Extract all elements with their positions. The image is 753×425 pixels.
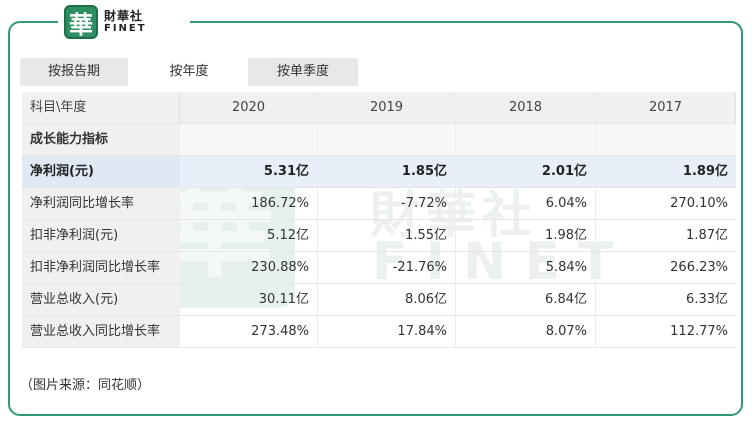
- value-cell: 1.87亿: [686, 228, 728, 243]
- empty-cell: [456, 124, 596, 155]
- value-cell: 6.04%: [456, 188, 596, 219]
- value-cell: 5.12亿: [180, 220, 318, 251]
- value-cell: 1.85亿: [318, 156, 456, 187]
- value-cell: 17.84%: [318, 316, 456, 347]
- value-cell: 6.33亿: [686, 292, 728, 307]
- empty-cell: [318, 124, 456, 155]
- value-cell: -7.72%: [318, 188, 456, 219]
- period-tabs: 按报告期 按年度 按单季度: [20, 58, 358, 86]
- value-cell: 186.72%: [180, 188, 318, 219]
- header-year-2018: 2018: [456, 92, 596, 123]
- value-cell: 5.84%: [456, 252, 596, 283]
- value-cell: 266.23%: [670, 260, 728, 275]
- row-label: 净利润(元): [22, 156, 180, 187]
- section-title: 成长能力指标: [22, 124, 180, 155]
- row-label: 营业总收入(元): [22, 284, 180, 315]
- tab-by-quarter[interactable]: 按单季度: [248, 58, 358, 86]
- content-frame: [8, 21, 743, 416]
- finet-logo: 華 財華社 FINET: [58, 2, 190, 42]
- section-row: 成长能力指标: [22, 124, 736, 156]
- table-row[interactable]: 扣非净利润同比增长率 230.88% -21.76% 5.84% 266.23%: [22, 252, 736, 284]
- value-cell: 8.07%: [456, 316, 596, 347]
- table-row[interactable]: 净利润同比增长率 186.72% -7.72% 6.04% 270.10%: [22, 188, 736, 220]
- logo-mark-icon: 華: [64, 5, 98, 39]
- tab-by-report-period[interactable]: 按报告期: [20, 58, 128, 86]
- table-row[interactable]: 营业总收入同比增长率 273.48% 17.84% 8.07% 112.77%: [22, 316, 736, 348]
- value-cell: 30.11亿: [180, 284, 318, 315]
- header-year-2019: 2019: [318, 92, 456, 123]
- empty-cell: [596, 124, 736, 155]
- tab-by-year[interactable]: 按年度: [140, 58, 238, 86]
- logo-text: 財華社 FINET: [104, 10, 147, 34]
- table-header-row: 科目\年度 2020 2019 2018 2017: [22, 92, 736, 124]
- value-cell: 1.98亿: [456, 220, 596, 251]
- value-cell: 8.06亿: [318, 284, 456, 315]
- row-label: 净利润同比增长率: [22, 188, 180, 219]
- value-cell: 273.48%: [180, 316, 318, 347]
- row-label: 营业总收入同比增长率: [22, 316, 180, 347]
- header-year-2020: 2020: [180, 92, 318, 123]
- value-cell: 112.77%: [670, 324, 728, 339]
- value-cell: 5.31亿: [180, 156, 318, 187]
- header-year-2017: 2017: [596, 92, 736, 123]
- financial-indicators-table: 科目\年度 2020 2019 2018 2017 成长能力指标 净利润(元) …: [22, 92, 736, 348]
- logo-chinese-name: 財華社: [104, 9, 144, 23]
- table-row[interactable]: 营业总收入(元) 30.11亿 8.06亿 6.84亿 6.33亿: [22, 284, 736, 316]
- table-row[interactable]: 净利润(元) 5.31亿 1.85亿 2.01亿 1.89亿: [22, 156, 736, 188]
- value-cell: 230.88%: [180, 252, 318, 283]
- table-row[interactable]: 扣非净利润(元) 5.12亿 1.55亿 1.98亿 1.87亿: [22, 220, 736, 252]
- value-cell: 270.10%: [670, 196, 728, 211]
- value-cell: 1.55亿: [318, 220, 456, 251]
- empty-cell: [180, 124, 318, 155]
- logo-english-name: FINET: [104, 23, 147, 34]
- header-subject-year: 科目\年度: [22, 92, 180, 123]
- value-cell: 6.84亿: [456, 284, 596, 315]
- value-cell: -21.76%: [318, 252, 456, 283]
- image-source-caption: （图片来源：同花顺）: [20, 378, 151, 393]
- value-cell: 2.01亿: [456, 156, 596, 187]
- row-label: 扣非净利润(元): [22, 220, 180, 251]
- row-label: 扣非净利润同比增长率: [22, 252, 180, 283]
- value-cell: 1.89亿: [682, 164, 728, 179]
